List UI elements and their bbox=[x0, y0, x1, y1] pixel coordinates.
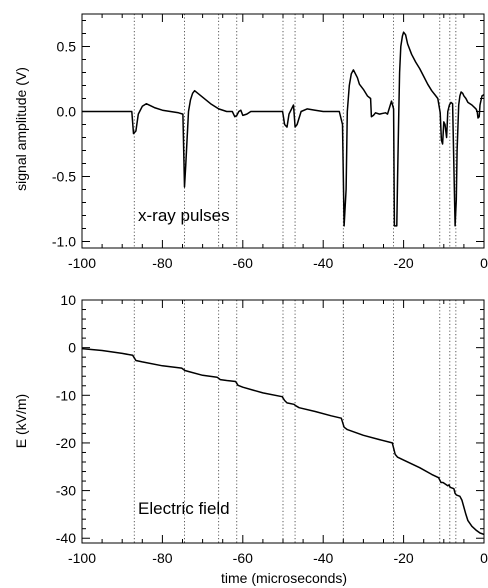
y-tick-label: -0.5 bbox=[52, 169, 76, 185]
x-tick-label: -100 bbox=[68, 550, 96, 566]
y-tick-label: 0.5 bbox=[57, 39, 77, 55]
x-tick-label: -20 bbox=[393, 550, 413, 566]
x-tick-label: -100 bbox=[68, 255, 96, 271]
y-tick-label: 0.0 bbox=[57, 104, 77, 120]
xray-pulses-panel: x-ray pulses signal amplitude (V) -100 -8… bbox=[13, 13, 488, 271]
bottom-x-axis-label: time (microseconds) bbox=[221, 570, 347, 586]
x-tick-label: -60 bbox=[233, 255, 253, 271]
electric-field-panel: Electric field E (kV/m) time (microsecon… bbox=[13, 292, 488, 586]
y-tick-label: -10 bbox=[56, 387, 76, 403]
y-tick-label: -30 bbox=[56, 483, 76, 499]
top-y-axis-label: signal amplitude (V) bbox=[13, 67, 29, 191]
bottom-annotation: Electric field bbox=[138, 499, 230, 518]
x-tick-label: -40 bbox=[313, 550, 333, 566]
x-tick-label: 0 bbox=[480, 550, 488, 566]
y-tick-label: -40 bbox=[56, 530, 76, 546]
bottom-y-axis-label: E (kV/m) bbox=[13, 394, 29, 448]
y-tick-label: -20 bbox=[56, 435, 76, 451]
x-tick-label: -60 bbox=[233, 550, 253, 566]
x-tick-label: -80 bbox=[152, 255, 172, 271]
electric-field-series bbox=[81, 347, 485, 536]
x-tick-label: -40 bbox=[313, 255, 333, 271]
y-tick-label: 0 bbox=[68, 340, 76, 356]
x-tick-label: -20 bbox=[393, 255, 413, 271]
top-annotation: x-ray pulses bbox=[138, 206, 230, 225]
x-tick-label: -80 bbox=[152, 550, 172, 566]
x-tick-label: 0 bbox=[480, 255, 488, 271]
y-tick-label: 10 bbox=[60, 292, 76, 308]
y-tick-label: -1.0 bbox=[52, 234, 76, 250]
signal-amplitude-series bbox=[82, 31, 485, 227]
